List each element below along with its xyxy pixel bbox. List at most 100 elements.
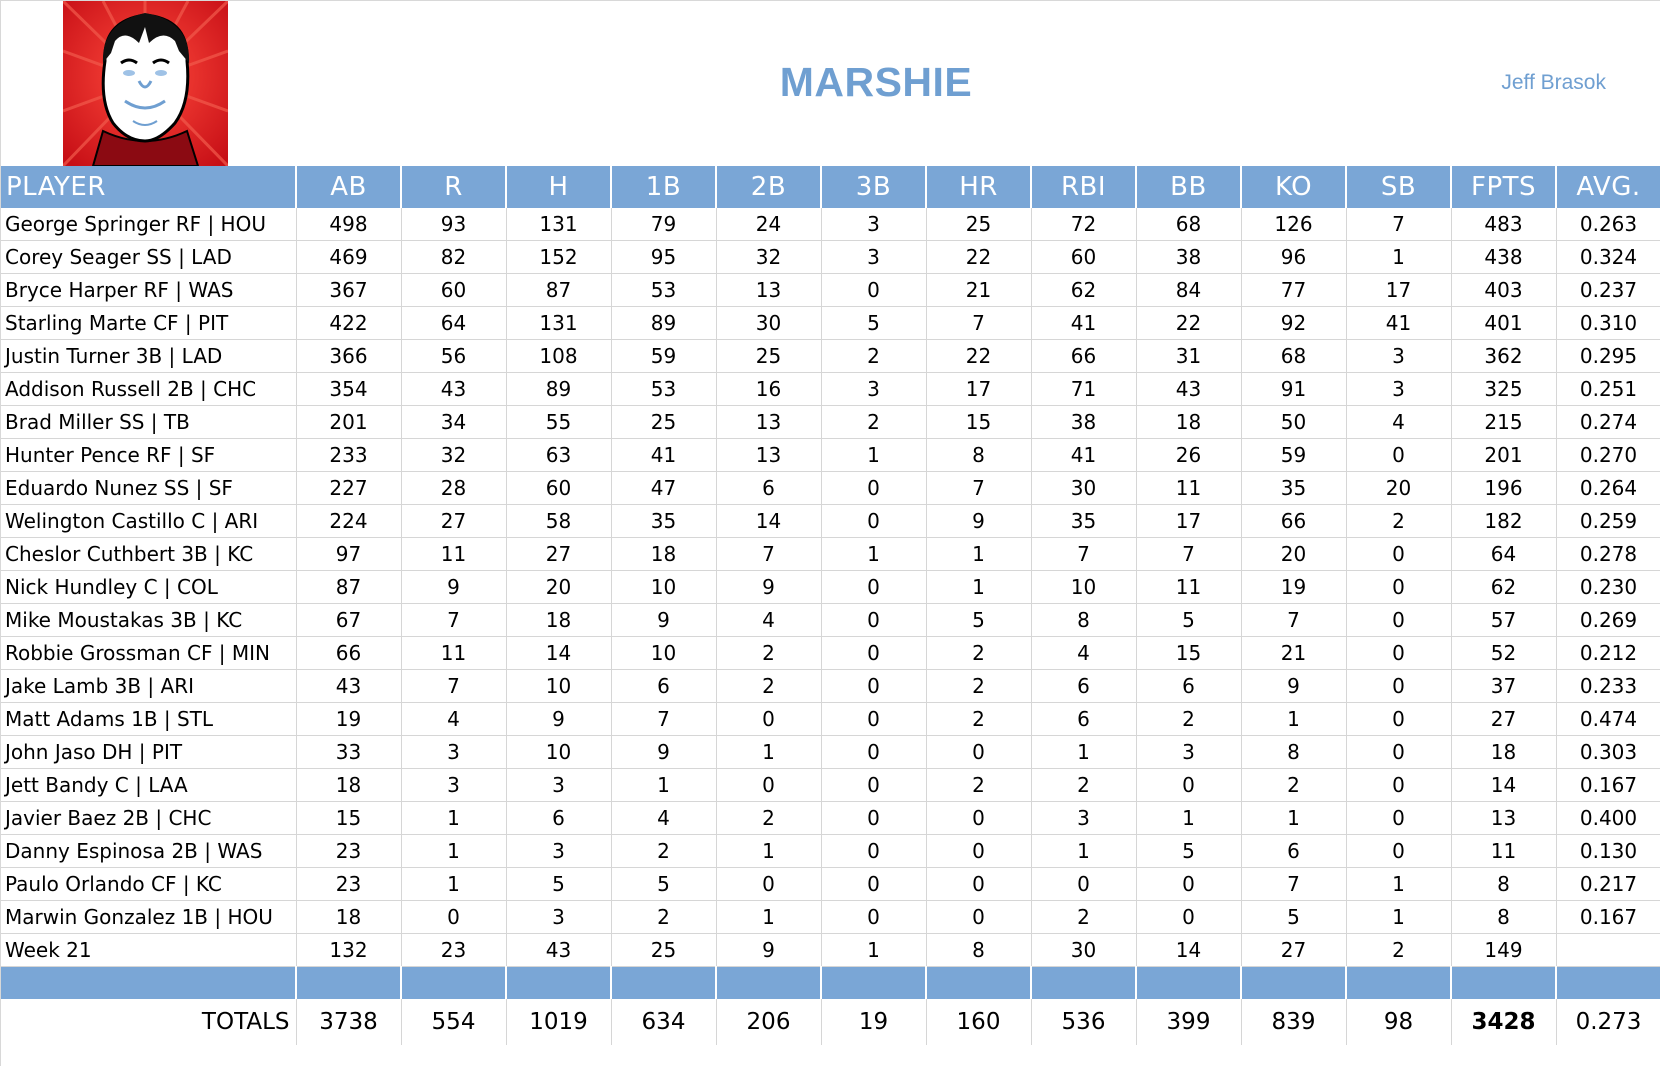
totals-row: TOTALS 3738 554 1019 634 206 19 160 536 399 839 98 3… xyxy=(1,999,1660,1045)
stat-cell: 0 xyxy=(821,702,927,736)
stat-cell: 0 xyxy=(821,273,927,307)
stat-cell: 0.167 xyxy=(1556,768,1660,802)
stat-cell: 17 xyxy=(1136,504,1242,538)
stat-cell: 7 xyxy=(401,669,507,703)
player-name-cell: Week 21 xyxy=(1,933,297,967)
stat-cell: 27 xyxy=(401,504,507,538)
stat-cell: 8 xyxy=(1451,867,1557,901)
stat-cell: 18 xyxy=(1136,405,1242,439)
stat-cell: 1 xyxy=(716,834,822,868)
stat-cell: 0 xyxy=(1346,669,1452,703)
stat-cell: 1 xyxy=(611,768,717,802)
total-cell: 3738 xyxy=(296,999,402,1045)
stat-cell: 18 xyxy=(296,900,402,934)
stat-cell: 3 xyxy=(401,768,507,802)
spacer-cell xyxy=(716,966,822,999)
stat-cell: 15 xyxy=(926,405,1032,439)
stat-cell: 11 xyxy=(401,537,507,571)
stat-cell: 152 xyxy=(506,240,612,274)
table-row: Welington Castillo C | ARI 224 27 58 35 14 0 9 3… xyxy=(1,504,1660,538)
stat-cell: 0 xyxy=(821,504,927,538)
team-name-title: MARSHIE xyxy=(779,59,973,105)
stat-cell: 11 xyxy=(1136,570,1242,604)
stat-cell: 89 xyxy=(611,306,717,340)
stat-cell: 2 xyxy=(1031,768,1137,802)
player-name-cell: John Jaso DH | PIT xyxy=(1,735,297,769)
stat-cell: 5 xyxy=(1136,834,1242,868)
stat-cell: 3 xyxy=(821,208,927,241)
stat-cell: 0.303 xyxy=(1556,735,1660,769)
stat-cell: 34 xyxy=(401,405,507,439)
stat-cell: 10 xyxy=(506,735,612,769)
stat-cell: 9 xyxy=(716,570,822,604)
stat-cell: 62 xyxy=(1451,570,1557,604)
stat-cell: 0.264 xyxy=(1556,471,1660,505)
stat-cell: 0.259 xyxy=(1556,504,1660,538)
total-cell: 19 xyxy=(821,999,927,1045)
total-cell: 554 xyxy=(401,999,507,1045)
player-name-cell: Marwin Gonzalez 1B | HOU xyxy=(1,900,297,934)
column-header: 2B xyxy=(716,166,822,208)
fpts-total-cell: 3428 xyxy=(1451,999,1557,1045)
stat-cell: 1 xyxy=(1241,801,1347,835)
stat-cell: 0 xyxy=(821,900,927,934)
stat-cell: 3 xyxy=(506,834,612,868)
stat-cell: 182 xyxy=(1451,504,1557,538)
table-row: Hunter Pence RF | SF 233 32 63 41 13 1 8 41 26 59 0… xyxy=(1,438,1660,472)
stat-cell: 53 xyxy=(611,273,717,307)
stat-cell: 59 xyxy=(1241,438,1347,472)
player-name-cell: Starling Marte CF | PIT xyxy=(1,306,297,340)
column-header: AVG. xyxy=(1556,166,1660,208)
spacer-cell xyxy=(1,966,297,999)
stat-cell: 30 xyxy=(716,306,822,340)
player-name-cell: Cheslor Cuthbert 3B | KC xyxy=(1,537,297,571)
stat-cell: 0 xyxy=(821,834,927,868)
stat-cell: 8 xyxy=(926,438,1032,472)
stat-cell: 0 xyxy=(926,801,1032,835)
total-cell: 98 xyxy=(1346,999,1452,1045)
table-header-row: PLAYER AB R H 1B 2B 3B HR RBI BB KO SB FPTS AVG. xyxy=(1,166,1660,208)
stat-cell: 19 xyxy=(1241,570,1347,604)
table-row: Starling Marte CF | PIT 422 64 131 89 30 5 7 41 2… xyxy=(1,306,1660,340)
stat-cell: 35 xyxy=(1241,471,1347,505)
stat-cell: 0.400 xyxy=(1556,801,1660,835)
table-row: Corey Seager SS | LAD 469 82 152 95 32 3 22 60 38… xyxy=(1,240,1660,274)
spacer-cell xyxy=(1346,966,1452,999)
stat-cell: 1 xyxy=(401,867,507,901)
stat-cell: 62 xyxy=(1031,273,1137,307)
player-name-cell: Nick Hundley C | COL xyxy=(1,570,297,604)
table-row: Matt Adams 1B | STL 19 4 9 7 0 0 2 6 2 1 0 27 0.474 xyxy=(1,702,1660,736)
stat-cell: 0 xyxy=(1346,834,1452,868)
player-name-cell: Brad Miller SS | TB xyxy=(1,405,297,439)
stat-cell: 5 xyxy=(821,306,927,340)
total-cell: 839 xyxy=(1241,999,1347,1045)
stat-cell: 87 xyxy=(296,570,402,604)
stat-cell: 0.130 xyxy=(1556,834,1660,868)
stat-cell: 131 xyxy=(506,306,612,340)
stat-cell: 64 xyxy=(1451,537,1557,571)
stat-cell: 0 xyxy=(821,867,927,901)
stat-cell: 126 xyxy=(1241,208,1347,241)
stat-cell: 6 xyxy=(716,471,822,505)
player-name-cell: Welington Castillo C | ARI xyxy=(1,504,297,538)
stat-cell: 3 xyxy=(1031,801,1137,835)
stat-cell: 2 xyxy=(611,834,717,868)
total-cell: 634 xyxy=(611,999,717,1045)
stat-cell: 18 xyxy=(506,603,612,637)
stat-cell: 18 xyxy=(296,768,402,802)
stat-cell: 23 xyxy=(296,834,402,868)
stat-cell: 41 xyxy=(1031,438,1137,472)
stat-cell: 2 xyxy=(1346,504,1452,538)
stat-cell: 2 xyxy=(716,801,822,835)
table-row: Paulo Orlando CF | KC 23 1 5 5 0 0 0 0 0 7 1 8 0.217 xyxy=(1,867,1660,901)
stat-cell: 0 xyxy=(821,636,927,670)
stat-cell: 38 xyxy=(1136,240,1242,274)
stat-cell: 13 xyxy=(716,405,822,439)
team-avatar-icon xyxy=(63,1,228,166)
stat-cell: 41 xyxy=(1346,306,1452,340)
stat-cell: 5 xyxy=(611,867,717,901)
stat-cell: 0 xyxy=(1346,801,1452,835)
spacer-cell xyxy=(1451,966,1557,999)
stat-cell: 13 xyxy=(716,273,822,307)
stat-cell: 30 xyxy=(1031,471,1137,505)
